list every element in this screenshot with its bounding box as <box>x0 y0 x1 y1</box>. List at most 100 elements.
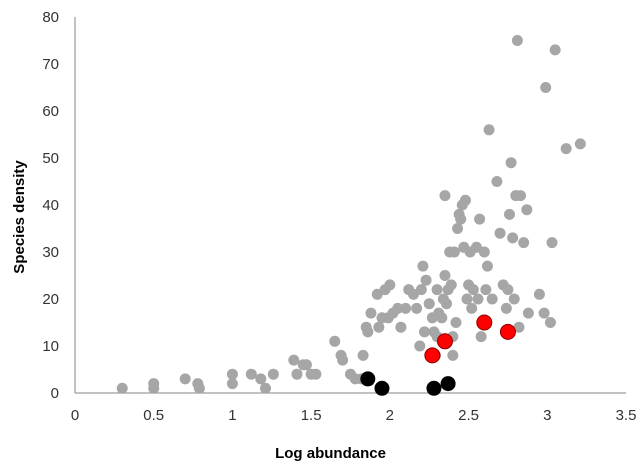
y-tick-label: 30 <box>42 244 59 261</box>
data-point <box>437 334 452 349</box>
x-tick-label: 1 <box>228 407 236 424</box>
data-point <box>439 270 450 281</box>
plot-axes <box>75 17 626 393</box>
y-tick-label: 0 <box>51 385 59 402</box>
data-point <box>416 284 427 295</box>
data-point <box>450 317 461 328</box>
x-axis-title: Log abundance <box>275 445 386 462</box>
data-point <box>506 157 517 168</box>
data-point <box>360 371 375 386</box>
y-tick-label: 60 <box>42 103 59 120</box>
data-point <box>476 331 487 342</box>
data-point <box>414 341 425 352</box>
data-point <box>421 275 432 286</box>
data-point <box>227 378 238 389</box>
data-point <box>194 383 205 394</box>
data-point <box>227 369 238 380</box>
data-point <box>515 190 526 201</box>
data-point <box>436 312 447 323</box>
data-point <box>365 308 376 319</box>
data-point <box>502 284 513 295</box>
data-point <box>449 247 460 258</box>
data-point <box>337 355 348 366</box>
data-point <box>501 303 512 314</box>
y-tick-label: 80 <box>42 9 59 26</box>
y-tick-label: 10 <box>42 338 59 355</box>
data-point <box>117 383 128 394</box>
data-point <box>504 209 515 220</box>
data-point <box>255 373 266 384</box>
data-point <box>246 369 257 380</box>
y-axis-title: Species density <box>11 160 28 274</box>
data-point <box>452 223 463 234</box>
x-tick-label: 3.5 <box>616 407 637 424</box>
data-point <box>487 294 498 305</box>
data-point <box>384 279 395 290</box>
data-point <box>468 284 479 295</box>
data-point <box>575 138 586 149</box>
data-point <box>310 369 321 380</box>
data-point <box>301 359 312 370</box>
y-tick-label: 20 <box>42 291 59 308</box>
x-tick-label: 0.5 <box>143 407 164 424</box>
data-point <box>373 322 384 333</box>
x-tick-label: 0 <box>71 407 79 424</box>
x-tick-label: 3 <box>543 407 551 424</box>
data-point <box>426 381 441 396</box>
data-points <box>117 35 586 396</box>
data-point <box>424 298 435 309</box>
data-point <box>539 308 550 319</box>
data-point <box>461 294 472 305</box>
data-point <box>474 214 485 225</box>
data-point <box>455 214 466 225</box>
x-tick-label: 1.5 <box>301 407 322 424</box>
data-point <box>148 378 159 389</box>
data-point <box>534 289 545 300</box>
data-point <box>358 350 369 361</box>
data-point <box>521 204 532 215</box>
data-point <box>268 369 279 380</box>
data-point <box>419 326 430 337</box>
data-point <box>329 336 340 347</box>
data-point <box>540 82 551 93</box>
data-point <box>400 303 411 314</box>
data-point <box>509 294 520 305</box>
data-point <box>466 303 477 314</box>
data-point <box>432 284 443 295</box>
data-point <box>500 324 515 339</box>
data-point <box>260 383 271 394</box>
data-point <box>374 381 389 396</box>
y-tick-label: 50 <box>42 150 59 167</box>
data-point <box>447 350 458 361</box>
data-point <box>484 124 495 135</box>
data-point <box>441 376 456 391</box>
x-tick-label: 2.5 <box>458 407 479 424</box>
data-point <box>425 348 440 363</box>
data-point <box>547 237 558 248</box>
x-tick-label: 2 <box>386 407 394 424</box>
data-point <box>473 294 484 305</box>
data-point <box>518 237 529 248</box>
data-point <box>495 228 506 239</box>
data-point <box>550 44 561 55</box>
data-point <box>446 279 457 290</box>
data-point <box>545 317 556 328</box>
data-point <box>291 369 302 380</box>
data-point <box>479 247 490 258</box>
y-tick-label: 40 <box>42 197 59 214</box>
data-point <box>362 326 373 337</box>
data-point <box>395 322 406 333</box>
data-point <box>180 373 191 384</box>
data-point <box>411 303 422 314</box>
data-point <box>477 315 492 330</box>
data-point <box>460 195 471 206</box>
data-point <box>417 261 428 272</box>
data-point <box>512 35 523 46</box>
data-point <box>561 143 572 154</box>
data-point <box>482 261 493 272</box>
data-point <box>480 284 491 295</box>
data-point <box>439 190 450 201</box>
data-point <box>491 176 502 187</box>
data-point <box>507 232 518 243</box>
